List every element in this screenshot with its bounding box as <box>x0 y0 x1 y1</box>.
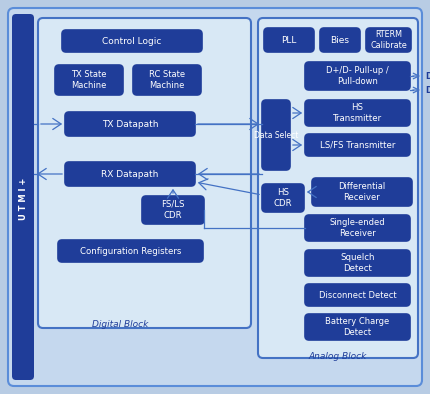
FancyBboxPatch shape <box>366 28 411 52</box>
Text: Squelch
Detect: Squelch Detect <box>340 253 375 273</box>
FancyBboxPatch shape <box>8 8 422 386</box>
FancyBboxPatch shape <box>305 314 410 340</box>
Text: RX Datapath: RX Datapath <box>101 169 159 178</box>
FancyBboxPatch shape <box>133 65 201 95</box>
Text: RTERM
Calibrate: RTERM Calibrate <box>370 30 407 50</box>
Text: Configuration Registers: Configuration Registers <box>80 247 181 255</box>
Text: Analog Block: Analog Block <box>309 352 367 361</box>
FancyBboxPatch shape <box>305 215 410 241</box>
Text: Differential
Receiver: Differential Receiver <box>338 182 386 202</box>
Text: FS/LS
CDR: FS/LS CDR <box>161 200 185 220</box>
Text: TX State
Machine: TX State Machine <box>71 70 107 90</box>
Text: Bies: Bies <box>331 35 350 45</box>
FancyBboxPatch shape <box>305 250 410 276</box>
Text: HS
Transmitter: HS Transmitter <box>333 103 382 123</box>
Text: HS
CDR: HS CDR <box>273 188 292 208</box>
Text: RC State
Machine: RC State Machine <box>149 70 185 90</box>
FancyBboxPatch shape <box>262 184 304 212</box>
FancyBboxPatch shape <box>305 100 410 126</box>
FancyBboxPatch shape <box>305 62 410 90</box>
Text: D+: D+ <box>425 71 430 80</box>
Text: LS/FS Transmitter: LS/FS Transmitter <box>320 141 395 149</box>
FancyBboxPatch shape <box>312 178 412 206</box>
Text: Control Logic: Control Logic <box>102 37 162 45</box>
FancyBboxPatch shape <box>62 30 202 52</box>
Text: U T M I +: U T M I + <box>18 178 28 220</box>
Text: D-: D- <box>425 85 430 95</box>
Text: PLL: PLL <box>281 35 297 45</box>
FancyBboxPatch shape <box>55 65 123 95</box>
FancyBboxPatch shape <box>262 100 290 170</box>
FancyBboxPatch shape <box>305 284 410 306</box>
FancyBboxPatch shape <box>264 28 314 52</box>
FancyBboxPatch shape <box>58 240 203 262</box>
FancyBboxPatch shape <box>12 14 34 380</box>
FancyBboxPatch shape <box>65 112 195 136</box>
FancyBboxPatch shape <box>38 18 251 328</box>
Text: Disconnect Detect: Disconnect Detect <box>319 290 396 299</box>
Text: D+/D- Pull-up /
Pull-down: D+/D- Pull-up / Pull-down <box>326 66 389 86</box>
Text: Battery Charge
Detect: Battery Charge Detect <box>326 317 390 337</box>
Text: Digital Block: Digital Block <box>92 320 148 329</box>
FancyBboxPatch shape <box>320 28 360 52</box>
Text: Data Select: Data Select <box>254 130 298 139</box>
Text: TX Datapath: TX Datapath <box>102 119 158 128</box>
FancyBboxPatch shape <box>142 196 204 224</box>
FancyBboxPatch shape <box>65 162 195 186</box>
FancyBboxPatch shape <box>305 134 410 156</box>
FancyBboxPatch shape <box>258 18 418 358</box>
Text: Single-ended
Receiver: Single-ended Receiver <box>330 218 385 238</box>
